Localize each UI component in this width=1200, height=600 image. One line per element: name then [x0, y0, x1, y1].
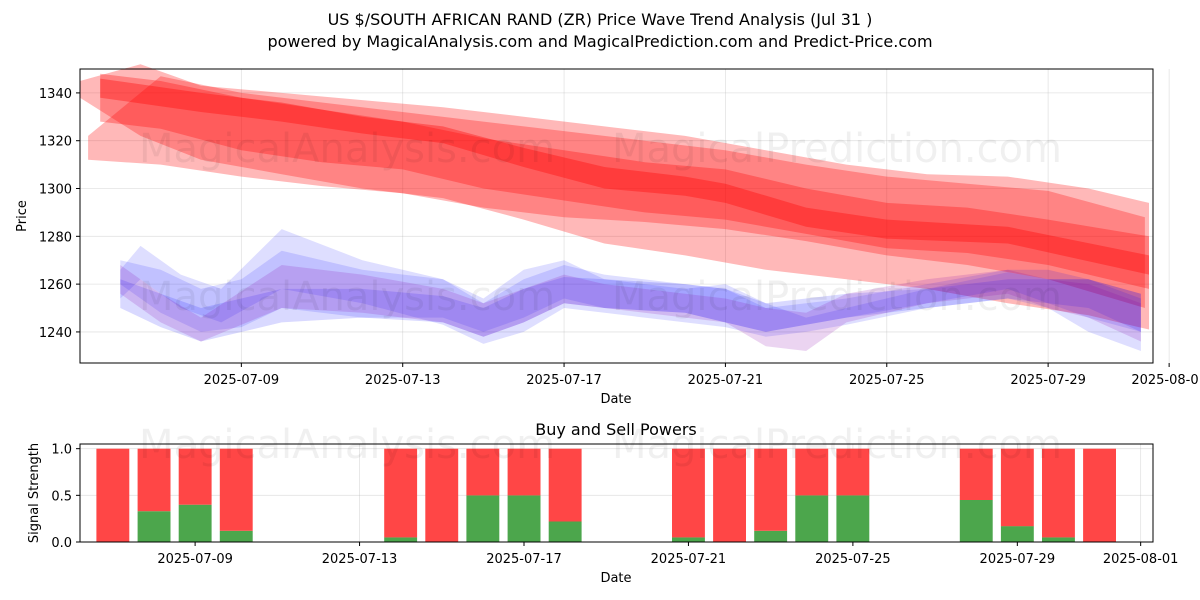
price-x-axis-label: Date — [600, 392, 631, 407]
price-y-tick-label: 1320 — [39, 135, 72, 150]
signal-y-axis-label: Signal Strength — [27, 443, 42, 543]
price-y-tick-label: 1280 — [39, 230, 72, 245]
buy-bar — [836, 495, 870, 542]
red-wave-2-band — [88, 76, 1145, 308]
signal-y-tick-label: 0.5 — [51, 489, 72, 504]
sell-bar — [672, 448, 705, 538]
signal-x-tick-label: 2025-07-17 — [486, 552, 562, 567]
chart-title: US $/SOUTH AFRICAN RAND (ZR) Price Wave … — [328, 10, 873, 29]
price-y-tick-label: 1300 — [39, 183, 72, 198]
buy-bar — [754, 530, 788, 542]
sell-bar — [1042, 448, 1075, 538]
buy-bar — [384, 537, 418, 542]
red-wave-3-band — [100, 73, 1150, 289]
price-panel: MagicalAnalysis.com MagicalPrediction.co… — [15, 64, 1200, 407]
sell-bar — [1083, 448, 1116, 542]
price-x-tick-label: 2025-07-13 — [365, 373, 441, 388]
buy-bar — [795, 495, 829, 542]
sell-bar — [795, 448, 829, 496]
signal-x-tick-label: 2025-07-13 — [322, 552, 398, 567]
buy-bar — [507, 495, 541, 542]
signal-x-tick-label: 2025-07-09 — [157, 552, 233, 567]
sell-bar — [507, 448, 541, 496]
price-y-ticks: 1240 1260 1280 1300 1320 1340 — [39, 87, 80, 341]
price-x-tick-label: 2025-07-09 — [204, 373, 280, 388]
buy-bar — [1000, 526, 1034, 542]
sell-bar — [425, 448, 459, 542]
buy-bar — [178, 504, 212, 542]
signal-x-tick-label: 2025-08-01 — [1103, 552, 1179, 567]
sell-bar — [219, 448, 253, 531]
sell-bar — [96, 448, 130, 542]
price-x-tick-label: 2025-07-25 — [849, 373, 925, 388]
sell-bar — [384, 448, 418, 538]
price-x-tick-label: 2025-08-01 — [1131, 373, 1200, 388]
signal-x-tick-label: 2025-07-21 — [651, 552, 727, 567]
buy-bar — [1042, 537, 1075, 542]
signal-x-axis-label: Date — [600, 571, 631, 586]
buy-bar — [959, 500, 993, 542]
price-grid — [80, 69, 1170, 363]
sell-bar — [836, 448, 870, 496]
sell-bar — [548, 448, 582, 522]
price-y-axis-label: Price — [15, 200, 30, 232]
red-wave-center-band — [100, 78, 1150, 275]
signal-x-tick-label: 2025-07-29 — [980, 552, 1056, 567]
signal-watermark-prediction: MagicalPrediction.com — [612, 422, 1062, 468]
watermark-prediction: MagicalPrediction.com — [612, 126, 1062, 172]
price-y-tick-label: 1340 — [39, 87, 72, 102]
signal-axes-frame — [79, 443, 1154, 543]
signal-x-tick-label: 2025-07-25 — [815, 552, 891, 567]
signal-y-tick-label: 1.0 — [51, 443, 72, 458]
signal-watermark-analysis: MagicalAnalysis.com — [139, 422, 555, 468]
watermark-prediction-2: MagicalPrediction.com — [612, 274, 1062, 320]
red-wave-1-band — [80, 64, 1149, 330]
price-x-ticks: 2025-07-09 2025-07-13 2025-07-17 2025-07-21… — [204, 363, 1200, 388]
sell-bar — [178, 448, 212, 505]
price-bands — [80, 64, 1150, 351]
buy-bar — [672, 537, 705, 542]
buy-bar — [548, 521, 582, 542]
price-x-tick-label: 2025-07-17 — [526, 373, 602, 388]
sell-bar — [1000, 448, 1034, 527]
buy-bar — [137, 511, 171, 542]
price-axes-frame — [79, 68, 1154, 364]
price-y-tick-label: 1260 — [39, 278, 72, 293]
price-x-tick-label: 2025-07-29 — [1010, 373, 1086, 388]
sell-bar — [466, 448, 500, 496]
signal-y-ticks: 0.0 0.5 1.0 — [51, 443, 80, 551]
blue-wave-3-band — [120, 277, 1141, 342]
signal-panel: Buy and Sell Powers MagicalAnalysis.com … — [27, 420, 1178, 586]
chart-subtitle: powered by MagicalAnalysis.com and Magic… — [267, 32, 932, 51]
sell-bar — [959, 448, 993, 500]
sell-bar — [137, 448, 171, 512]
blue-wave-2-band — [120, 250, 1141, 332]
signal-x-ticks: 2025-07-09 2025-07-13 2025-07-17 2025-07-21… — [157, 542, 1178, 567]
sell-bar — [754, 448, 788, 531]
price-x-tick-label: 2025-07-21 — [688, 373, 764, 388]
signal-chart-title: Buy and Sell Powers — [535, 420, 697, 439]
watermark-analysis: MagicalAnalysis.com — [139, 126, 555, 172]
buy-bar — [219, 530, 253, 542]
signal-y-tick-label: 0.0 — [51, 536, 72, 551]
price-y-tick-label: 1240 — [39, 326, 72, 341]
sell-bar — [713, 448, 746, 542]
buy-bar — [466, 495, 500, 542]
purple-wave-band — [120, 265, 1141, 351]
watermark-analysis-2: MagicalAnalysis.com — [139, 274, 555, 320]
blue-wave-1-band — [120, 229, 1141, 351]
signal-bars — [96, 448, 1116, 542]
